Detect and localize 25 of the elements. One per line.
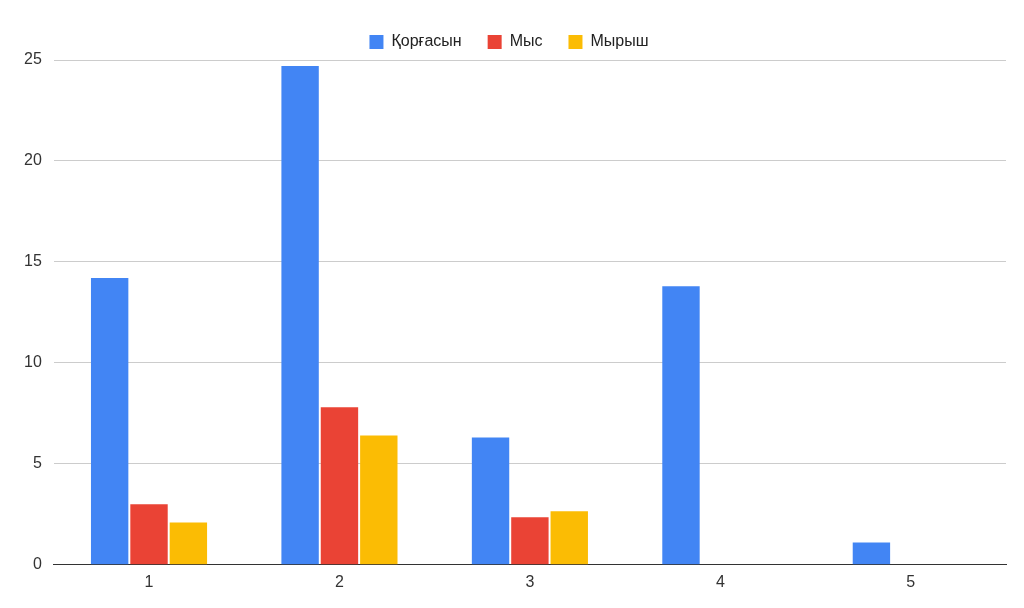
bar (130, 504, 168, 565)
bar (471, 437, 510, 565)
bar (511, 517, 549, 565)
x-tick-label: 2 (335, 572, 344, 590)
bar (90, 278, 129, 565)
legend-label: Мыс (509, 32, 543, 50)
bar (169, 522, 208, 565)
bar (360, 435, 398, 565)
x-tick-label: 4 (715, 572, 725, 590)
bar (281, 66, 319, 565)
x-tick-label: 5 (906, 572, 916, 590)
x-tick-label: 3 (525, 572, 535, 590)
bar (320, 407, 359, 565)
x-tick-label: 1 (144, 572, 154, 590)
y-tick-label: 10 (24, 353, 42, 371)
y-tick-label: 5 (32, 454, 42, 472)
bar (550, 511, 588, 565)
legend-label: Қорғасын (391, 32, 462, 50)
bar (852, 542, 891, 565)
legend-label: Мырыш (590, 32, 649, 50)
y-tick-label: 20 (24, 151, 42, 169)
y-tick-label: 15 (24, 252, 42, 270)
y-tick-label: 25 (24, 50, 42, 68)
y-tick-label: 0 (32, 555, 42, 573)
bar (662, 286, 700, 565)
